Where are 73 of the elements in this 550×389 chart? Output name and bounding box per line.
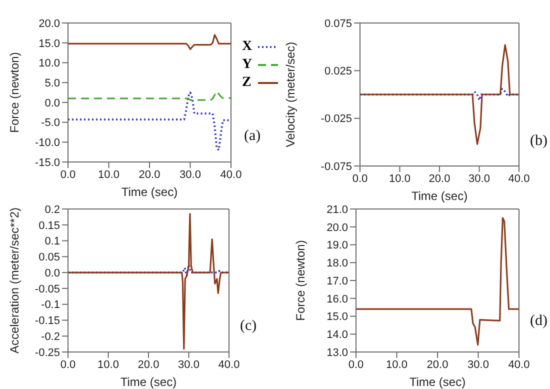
x-tick-label: 20.0: [426, 358, 448, 371]
x-tick-label: 20.0: [138, 358, 160, 371]
x-tick-label: 30.0: [180, 168, 201, 181]
legend-label: Z: [242, 75, 252, 91]
y-tick-label: -10.0: [34, 137, 60, 150]
text: (a): [244, 128, 261, 145]
y-tick-label: 0.1: [44, 236, 60, 248]
y-tick-label: 15.0: [38, 38, 60, 50]
text: (c): [240, 318, 257, 335]
y-axis-title: Velocity (meter/sec): [283, 42, 298, 148]
text: (b): [530, 133, 548, 150]
y-tick-label: 20.0: [326, 222, 348, 234]
y-tick-label: -0.1: [41, 299, 60, 312]
x-tick-label: 10.0: [98, 358, 119, 371]
y-tick-label: 15.0: [326, 311, 348, 324]
y-tick-label: 0.2: [44, 204, 60, 216]
y-axis-title: Force (newton): [293, 240, 308, 321]
y-tick-label: 21.0: [326, 204, 348, 216]
legend-label: X: [242, 39, 254, 55]
y-axis-title: Force (newton): [7, 52, 22, 133]
line-series: [68, 92, 231, 152]
x-tick-label: 0.0: [60, 168, 76, 181]
x-axis-title: Time (sec): [120, 375, 177, 389]
y-tick-label: -0.075: [320, 160, 352, 173]
x-axis-title: Time (sec): [411, 189, 468, 203]
line-series: [68, 264, 229, 277]
y-tick-label: 20.0: [38, 18, 60, 30]
y-tick-label: 14.0: [326, 329, 348, 342]
y-tick-label: 0.0: [44, 267, 60, 280]
x-tick-label: 10.0: [386, 358, 408, 371]
x-axis-title: Time (sec): [121, 185, 178, 199]
y-tick-label: -0.05: [34, 283, 60, 296]
x-tick-label: 30.0: [468, 358, 489, 371]
y-tick-label: 0.05: [38, 252, 60, 264]
x-tick-label: 0.0: [352, 172, 368, 185]
y-tick-label: 17.0: [326, 275, 348, 288]
line-series: [68, 212, 229, 350]
x-tick-label: 30.0: [178, 358, 200, 371]
x-tick-label: 0.0: [60, 358, 76, 371]
x-tick-label: 10.0: [389, 172, 410, 185]
text: (d): [530, 313, 548, 330]
x-tick-label: 20.0: [138, 168, 160, 181]
y-tick-label: 0.0: [44, 97, 60, 110]
y-tick-label: -0.25: [34, 346, 60, 359]
line-series: [68, 90, 231, 101]
y-tick-label: 0.075: [324, 18, 352, 30]
y-tick-label: 5.0: [44, 77, 60, 90]
y-tick-label: 13.0: [326, 346, 348, 359]
legend-label: Y: [242, 57, 254, 73]
y-tick-label: 19.0: [326, 240, 348, 252]
x-tick-label: 0.0: [348, 358, 364, 371]
line-series: [356, 217, 519, 346]
y-tick-label: 10.0: [38, 58, 60, 70]
line-series: [68, 34, 231, 50]
x-tick-label: 30.0: [468, 172, 490, 185]
y-tick-label: -0.15: [34, 315, 60, 328]
x-tick-label: 40.0: [220, 168, 242, 181]
x-tick-label: 40.0: [508, 172, 530, 185]
y-tick-label: -15.0: [34, 156, 60, 169]
y-tick-label: -0.2: [41, 331, 60, 344]
x-tick-label: 40.0: [508, 358, 530, 371]
y-tick-label: 16.0: [326, 293, 348, 306]
x-tick-label: 20.0: [428, 172, 450, 185]
x-tick-label: 10.0: [98, 168, 120, 181]
y-tick-label: -5.0: [41, 117, 60, 130]
y-tick-label: -0.025: [320, 113, 352, 126]
y-tick-label: 18.0: [326, 258, 348, 270]
y-axis-title: Acceleration (meter/sec**2): [7, 207, 22, 354]
y-tick-label: 0.15: [38, 220, 60, 232]
y-tick-label: 0.025: [324, 66, 352, 78]
x-axis-title: Time (sec): [409, 375, 466, 389]
line-series: [360, 44, 519, 145]
x-tick-label: 40.0: [218, 358, 240, 371]
